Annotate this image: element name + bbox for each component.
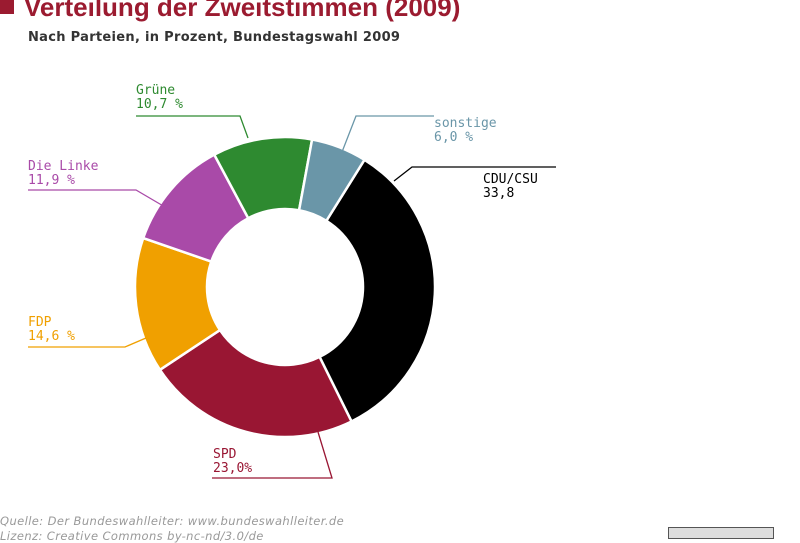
slice-label-name: SPD <box>213 447 237 462</box>
slice-label-name: FDP <box>28 315 52 330</box>
chart-title: Verteilung der Zweitstimmen (2009) <box>24 0 461 22</box>
slice-label-name: CDU/CSU <box>483 172 538 187</box>
leader-line <box>341 115 434 153</box>
leader-line <box>28 189 166 208</box>
slice-spd <box>158 328 354 439</box>
source-note: Quelle: Der Bundeswahlleiter: www.bundes… <box>0 514 345 528</box>
slice-label-value: 14,6 % <box>28 329 75 344</box>
title-row: Verteilung der Zweitstimmen (2009) <box>0 0 460 22</box>
slice-label-name: Die Linke <box>28 159 99 174</box>
donut-slices <box>133 135 437 439</box>
license-badge[interactable] <box>668 527 774 539</box>
slice-label-value: 23,0% <box>213 461 252 476</box>
leader-line <box>212 431 333 479</box>
slice-label-name: sonstige <box>434 116 497 131</box>
leader-line <box>393 166 556 182</box>
leader-line <box>28 337 147 348</box>
slice-label-value: 11,9 % <box>28 173 75 188</box>
slice-label-value: 10,7 % <box>136 97 183 112</box>
slice-cdu-csu <box>317 158 437 424</box>
slice-label-name: Grüne <box>136 83 175 98</box>
chart-subtitle: Nach Parteien, in Prozent, Bundestagswah… <box>28 30 401 45</box>
slice-label-value: 33,8 <box>483 186 514 201</box>
slice-sonstige <box>297 138 367 223</box>
leader-line <box>136 115 249 139</box>
title-bullet <box>0 0 14 14</box>
slice-label-value: 6,0 % <box>434 130 473 145</box>
leader-lines <box>28 115 556 479</box>
license-note: Lizenz: Creative Commons by-nc-nd/3.0/de <box>0 529 264 543</box>
